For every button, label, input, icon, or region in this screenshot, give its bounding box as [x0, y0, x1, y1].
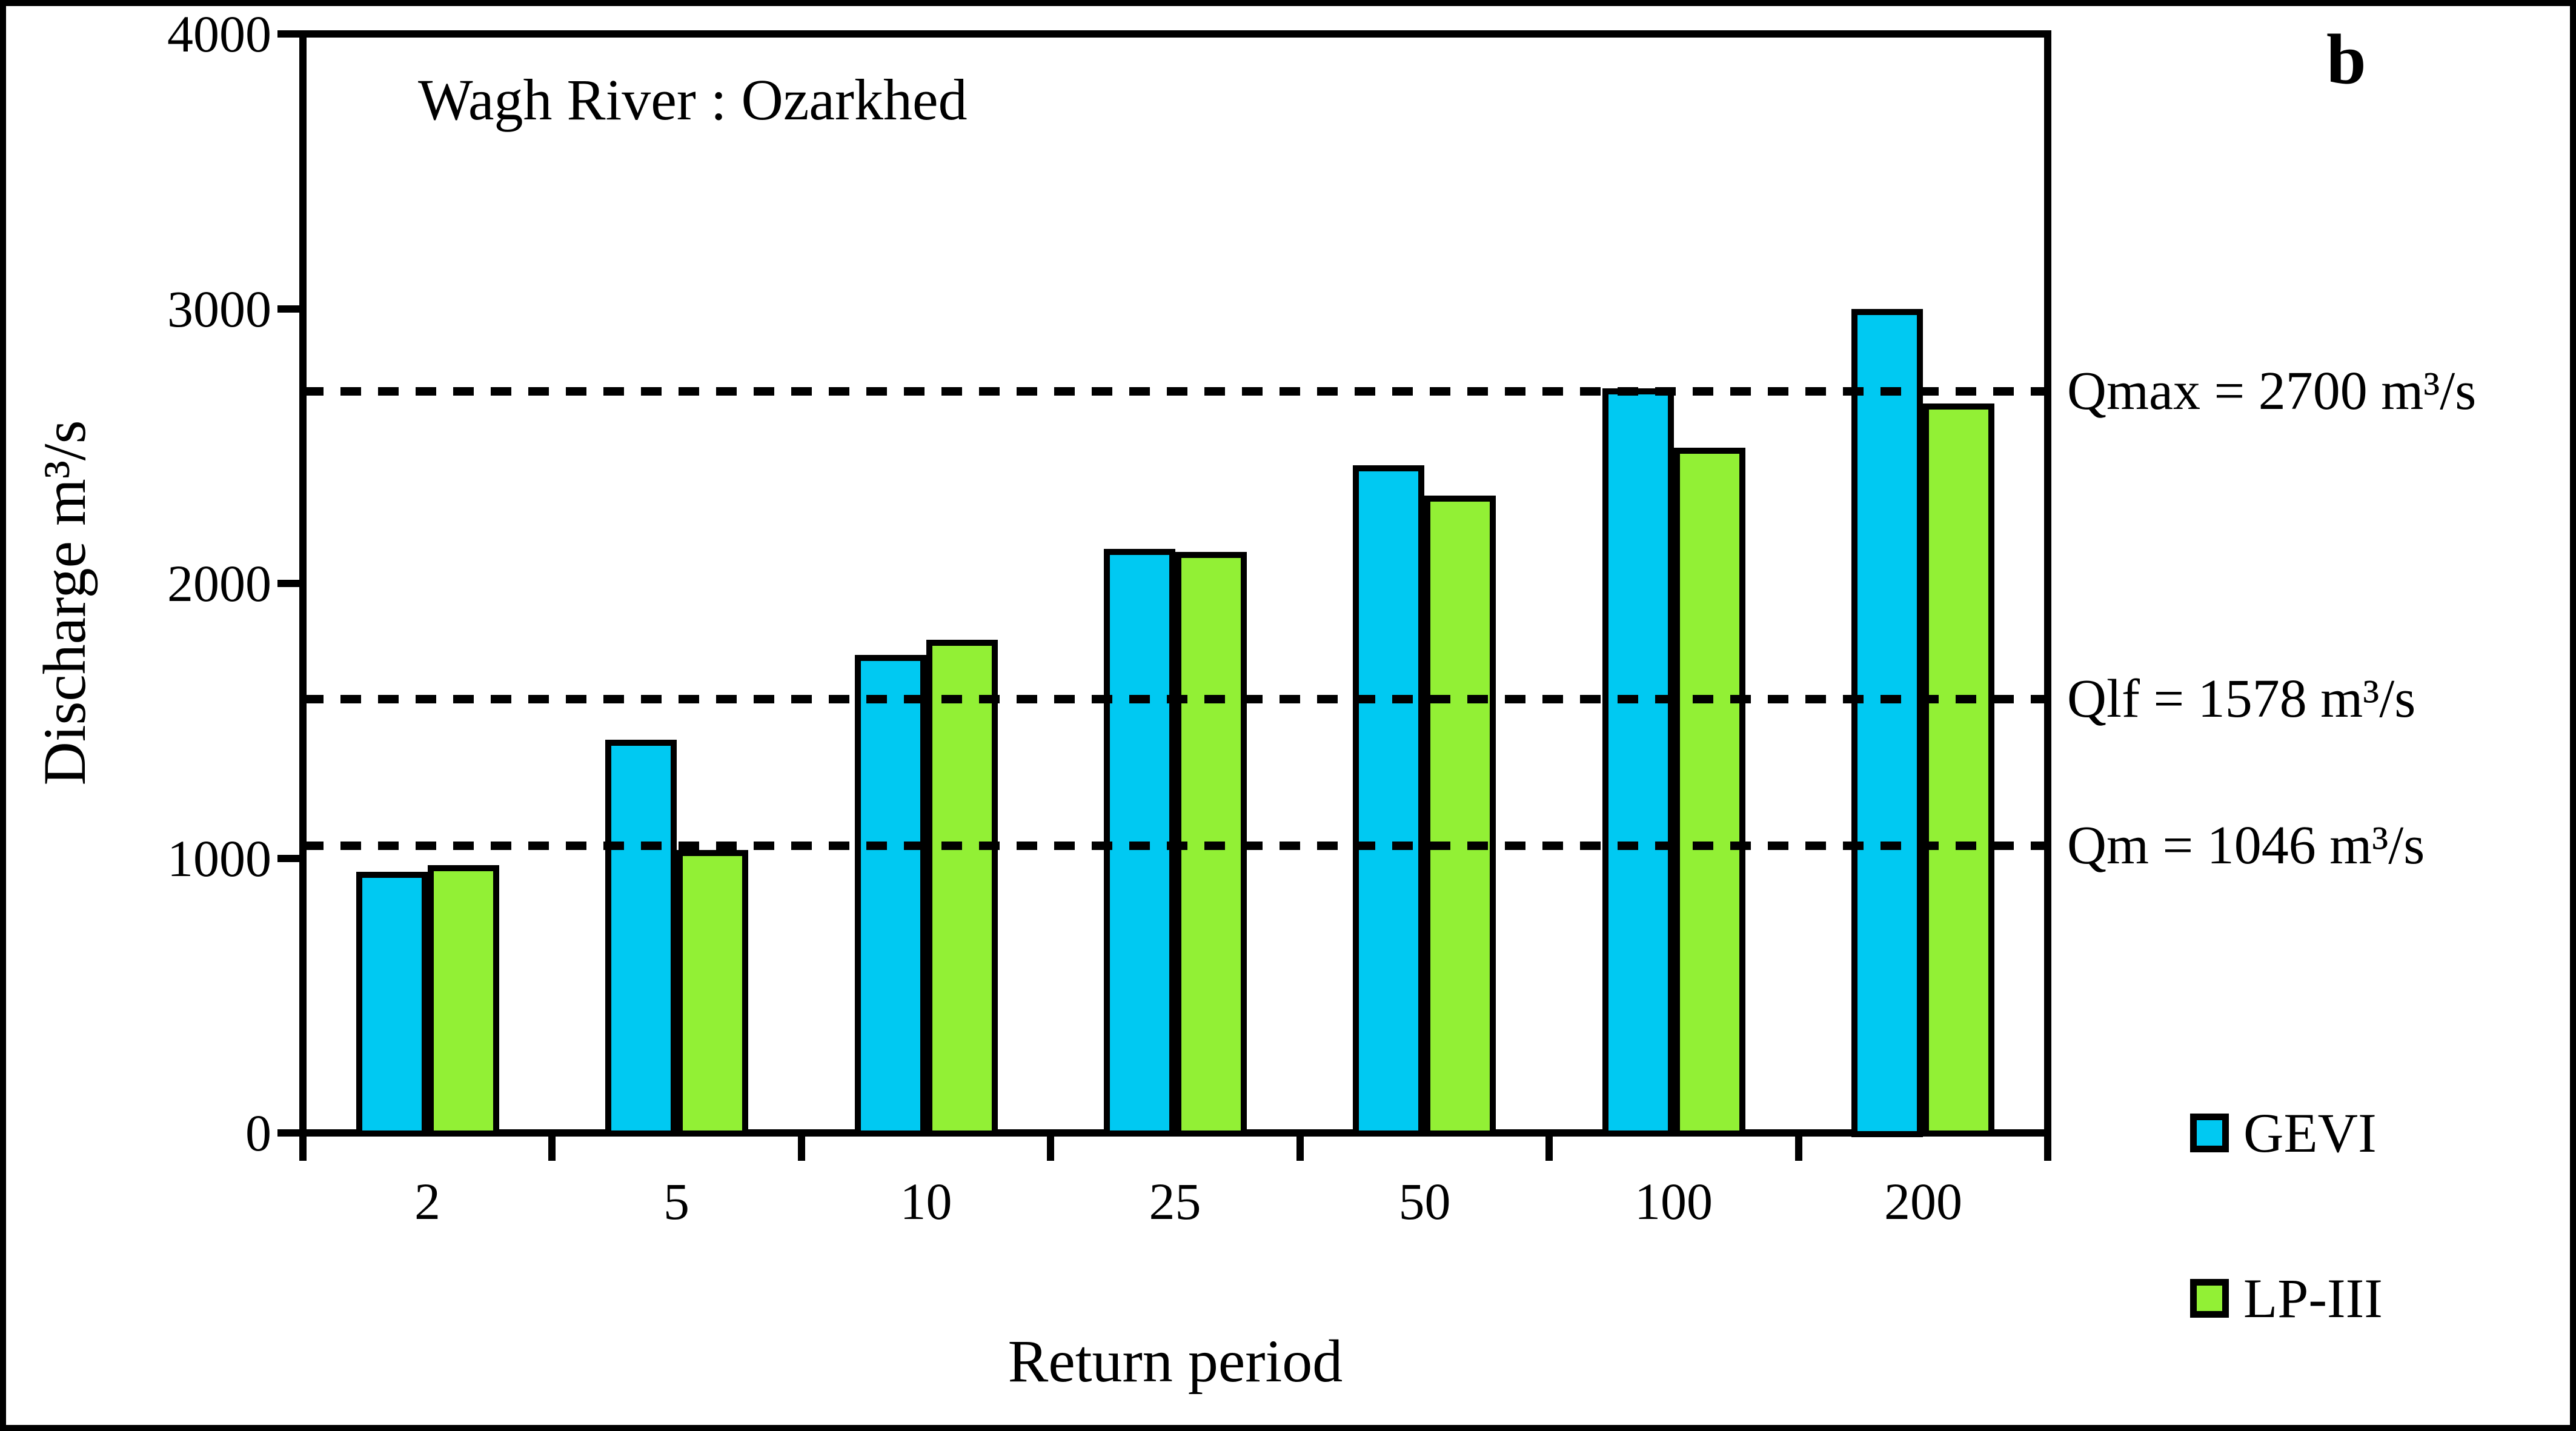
x-axis-title: Return period — [1007, 1327, 1343, 1395]
x-tick-6 — [1795, 1133, 1802, 1161]
chart-title: Wagh River : Ozarkhed — [418, 67, 968, 132]
bar-gevi-rp2 — [356, 872, 428, 1137]
y-tick-2000 — [277, 580, 303, 587]
y-tick-4000 — [277, 30, 303, 38]
y-tick-label-3000: 3000 — [167, 280, 271, 338]
y-tick-label-1000: 1000 — [167, 829, 271, 888]
x-tick-1 — [548, 1133, 556, 1161]
bar-lp-iii-rp2 — [428, 865, 499, 1137]
x-tick-2 — [798, 1133, 805, 1161]
x-tick-label-25: 25 — [1149, 1172, 1201, 1230]
refline-label-qlf: Qlf = 1578 m³/s — [2067, 669, 2416, 729]
bar-lp-iii-rp10 — [926, 640, 998, 1137]
legend-item-gevi: GEVI — [2190, 1104, 2377, 1162]
legend-label-gevi: GEVI — [2243, 1102, 2377, 1164]
refline-qm — [303, 842, 2048, 850]
bar-gevi-rp10 — [855, 655, 926, 1137]
bar-gevi-rp200 — [1851, 309, 1923, 1137]
legend-item-lp-iii: LP-III — [2190, 1269, 2383, 1327]
x-tick-label-2: 2 — [414, 1172, 440, 1230]
y-tick-3000 — [277, 305, 303, 313]
x-tick-5 — [1545, 1133, 1553, 1161]
lp-iii-swatch-icon — [2190, 1279, 2229, 1318]
panel-label: b — [2326, 19, 2366, 99]
bar-lp-iii-rp5 — [677, 850, 748, 1137]
x-tick-0 — [299, 1133, 307, 1161]
y-tick-label-2000: 2000 — [167, 554, 271, 613]
refline-qlf — [303, 695, 2048, 703]
x-tick-label-200: 200 — [1884, 1172, 1962, 1230]
y-tick-label-4000: 4000 — [167, 5, 271, 63]
gevi-swatch-icon — [2190, 1114, 2229, 1152]
y-tick-1000 — [277, 855, 303, 862]
bar-lp-iii-rp50 — [1424, 496, 1496, 1137]
x-tick-label-10: 10 — [900, 1172, 952, 1230]
bar-gevi-rp5 — [605, 740, 677, 1137]
bar-gevi-rp100 — [1602, 388, 1674, 1137]
x-tick-7 — [2044, 1133, 2051, 1161]
y-tick-0 — [277, 1129, 303, 1137]
x-tick-label-50: 50 — [1398, 1172, 1451, 1230]
x-tick-4 — [1296, 1133, 1304, 1161]
refline-label-qmax: Qmax = 2700 m³/s — [2067, 361, 2477, 421]
bar-lp-iii-rp200 — [1923, 403, 1994, 1137]
refline-qmax — [303, 387, 2048, 396]
x-tick-label-5: 5 — [663, 1172, 689, 1230]
x-tick-label-100: 100 — [1635, 1172, 1713, 1230]
y-tick-label-0: 0 — [245, 1104, 271, 1162]
refline-label-qm: Qm = 1046 m³/s — [2067, 815, 2425, 875]
plot-area — [277, 30, 2051, 1161]
legend-label-lp-iii: LP-III — [2243, 1267, 2383, 1329]
bar-lp-iii-rp100 — [1674, 448, 1745, 1137]
bar-gevi-rp50 — [1353, 465, 1424, 1137]
x-tick-3 — [1047, 1133, 1054, 1161]
